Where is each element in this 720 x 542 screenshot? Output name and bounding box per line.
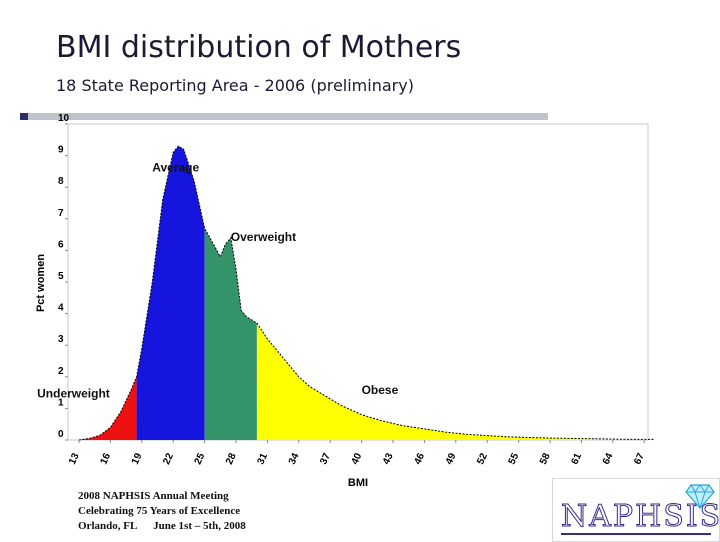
- x-tick-label: 34: [287, 451, 302, 466]
- y-tick-label: 1: [58, 397, 64, 408]
- x-tick-label: 40: [350, 451, 365, 466]
- area-obese: [256, 323, 655, 440]
- x-tick-label: 43: [381, 451, 396, 466]
- slide-subtitle: 18 State Reporting Area - 2006 (prelimin…: [56, 76, 414, 95]
- x-tick-label: 58: [538, 451, 553, 466]
- x-tick-label: 19: [130, 451, 145, 466]
- y-tick-label: 2: [58, 366, 64, 377]
- distribution-outline: [78, 145, 655, 441]
- y-axis-label: Pct women: [35, 254, 47, 312]
- y-tick-label: 8: [58, 176, 64, 187]
- x-tick-label: 31: [255, 451, 270, 466]
- y-axis-ticks: 0 1 2 3 4 5 6 7 8 9 10: [58, 113, 70, 441]
- area-average: [136, 146, 205, 440]
- y-tick-label: 5: [58, 271, 64, 282]
- x-tick-label: 22: [161, 451, 176, 466]
- x-tick-label: 52: [475, 451, 490, 466]
- annotation-overweight: Overweight: [231, 230, 296, 244]
- x-tick-label: 67: [632, 451, 647, 466]
- x-tick-label: 13: [67, 451, 82, 466]
- x-tick-label: 25: [193, 451, 208, 466]
- y-tick-label: 4: [58, 303, 64, 314]
- naphsis-logo: NAPHSIS: [552, 478, 720, 542]
- x-tick-label: 55: [507, 451, 522, 466]
- y-tick-label: 3: [58, 334, 64, 345]
- diamond-icon: [685, 484, 715, 509]
- chart-annotations: Average Overweight Underweight Obese: [37, 160, 398, 400]
- title-divider-accent: [20, 113, 28, 120]
- logo-wordmark: NAPHSIS: [560, 499, 720, 535]
- x-tick-label: 37: [318, 451, 333, 466]
- x-tick-label: 61: [569, 451, 584, 466]
- annotation-underweight: Underweight: [37, 386, 110, 400]
- annotation-obese: Obese: [362, 383, 399, 397]
- logo-underline: [561, 533, 711, 535]
- annotation-average: Average: [152, 160, 199, 174]
- y-tick-label: 7: [58, 208, 64, 219]
- x-tick-label: 16: [98, 451, 113, 466]
- x-tick-label: 64: [601, 451, 616, 466]
- x-axis-ticks: 13 16 19 22 25 28 31 34 37 40 43 46 49 52 55 58 61 64 67: [67, 440, 647, 466]
- title-divider: [20, 113, 548, 120]
- y-tick-label: 0: [58, 429, 64, 440]
- y-tick-label: 6: [58, 239, 64, 250]
- area-underweight: [79, 376, 137, 440]
- area-overweight: [204, 228, 257, 440]
- footer-text: 2008 NAPHSIS Annual Meeting Celebrating …: [78, 489, 246, 534]
- x-tick-label: 49: [444, 451, 459, 466]
- footer-line-1: 2008 NAPHSIS Annual Meeting: [78, 490, 229, 502]
- area-series-group: [79, 146, 655, 440]
- x-tick-label: 46: [412, 451, 427, 466]
- x-tick-label: 28: [224, 451, 239, 466]
- y-tick-label: 9: [58, 145, 64, 156]
- y-tick-label: 10: [58, 113, 70, 124]
- footer-line-3: Orlando, FL June 1st – 5th, 2008: [78, 520, 246, 532]
- footer-line-2: Celebrating 75 Years of Excellence: [78, 505, 241, 517]
- slide-title: BMI distribution of Mothers: [56, 30, 462, 65]
- x-axis-label: BMI: [348, 477, 368, 489]
